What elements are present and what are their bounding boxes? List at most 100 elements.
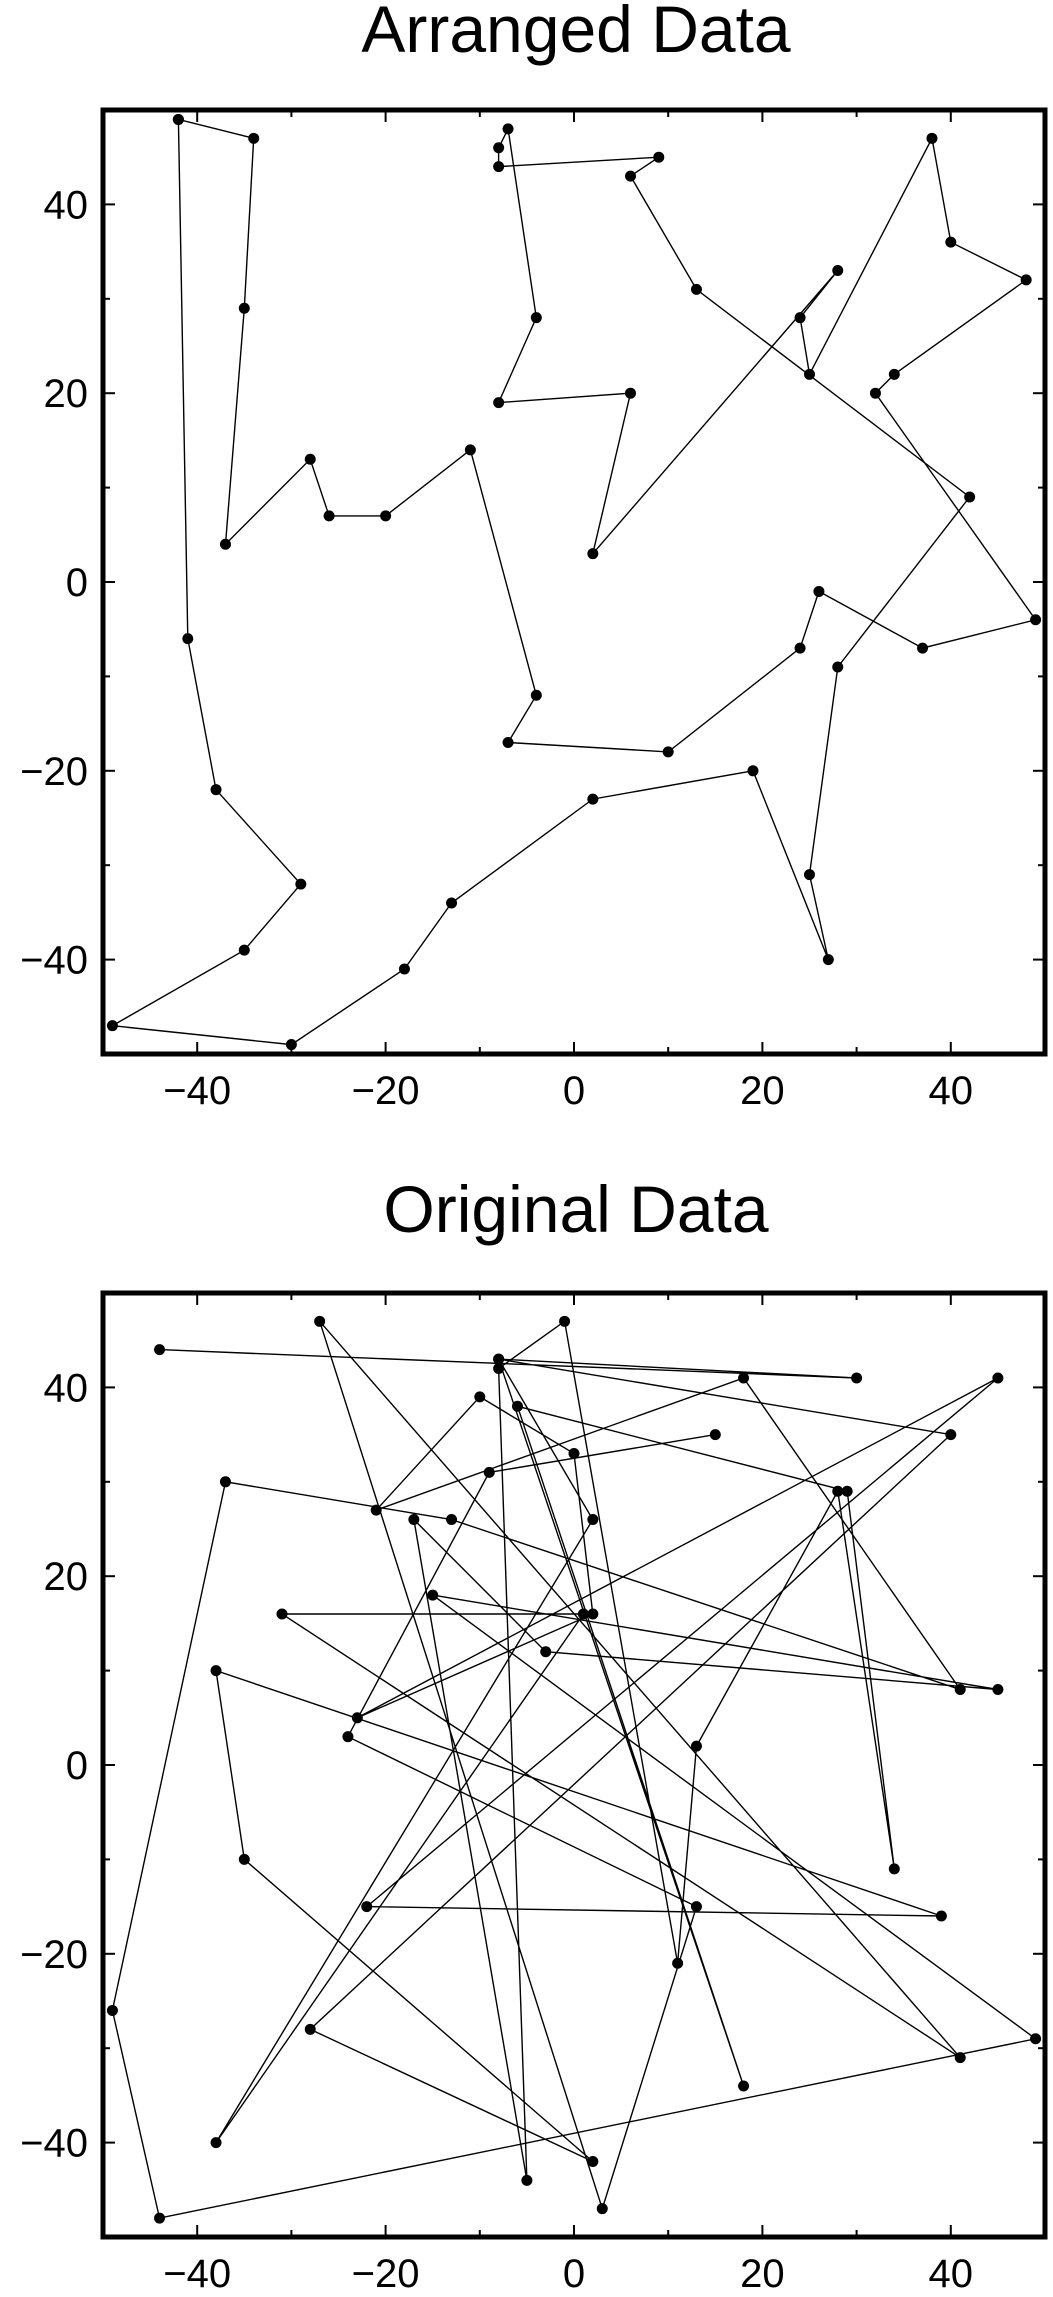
data-point bbox=[446, 897, 458, 909]
data-point bbox=[154, 2212, 166, 2224]
data-point bbox=[398, 963, 410, 975]
data-point bbox=[964, 491, 976, 503]
series-points bbox=[106, 113, 1042, 1051]
data-point bbox=[832, 264, 844, 276]
data-point bbox=[304, 453, 316, 465]
x-tick-label: 20 bbox=[740, 2252, 785, 2296]
data-point bbox=[587, 1608, 599, 1620]
x-tick-label: 20 bbox=[740, 1069, 785, 1113]
x-tick-label: −40 bbox=[163, 1069, 231, 1113]
tick-labels: −40 −20 0 20 40 −40 −20 0 20 40 bbox=[20, 1366, 973, 2296]
data-point bbox=[502, 736, 514, 748]
data-point bbox=[869, 387, 881, 399]
data-point bbox=[596, 2203, 608, 2215]
data-point bbox=[672, 1957, 684, 1969]
y-tick-label: −20 bbox=[20, 750, 88, 794]
y-tick-label: 20 bbox=[44, 1555, 89, 1599]
data-point bbox=[794, 642, 806, 654]
data-point bbox=[945, 236, 957, 248]
data-point bbox=[408, 1514, 420, 1526]
data-point bbox=[832, 1485, 844, 1497]
data-point bbox=[323, 510, 335, 522]
x-tick-label: 0 bbox=[563, 1069, 585, 1113]
y-tick-label: 40 bbox=[44, 183, 89, 227]
original-data-panel: Original Data −40 −20 0 20 40 −40 −20 0 20 40 bbox=[20, 1172, 1048, 2296]
data-point bbox=[992, 1372, 1004, 1384]
data-point bbox=[276, 1608, 288, 1620]
chart-title: Original Data bbox=[383, 1172, 768, 1246]
data-point bbox=[106, 1020, 118, 1032]
data-point bbox=[248, 132, 260, 144]
data-point bbox=[888, 368, 900, 380]
data-point bbox=[172, 113, 184, 125]
data-point bbox=[521, 2174, 533, 2186]
data-point bbox=[813, 585, 825, 597]
data-point bbox=[502, 123, 514, 135]
data-point bbox=[587, 793, 599, 805]
data-point bbox=[690, 1901, 702, 1913]
data-point bbox=[464, 444, 476, 456]
data-point bbox=[917, 642, 929, 654]
data-point bbox=[888, 1863, 900, 1875]
data-point bbox=[568, 1447, 580, 1459]
data-point bbox=[690, 283, 702, 295]
y-tick-label: −20 bbox=[20, 1933, 88, 1977]
data-point bbox=[493, 1353, 505, 1365]
data-point bbox=[238, 1853, 250, 1865]
chart-title: Arranged Data bbox=[361, 0, 791, 66]
y-tick-label: −40 bbox=[20, 2122, 88, 2166]
data-point bbox=[804, 368, 815, 380]
data-point bbox=[577, 1608, 589, 1620]
data-point bbox=[511, 1400, 523, 1412]
data-point bbox=[182, 633, 194, 645]
data-point bbox=[370, 1504, 382, 1516]
data-point bbox=[1020, 274, 1032, 286]
data-point bbox=[804, 869, 815, 881]
data-point bbox=[106, 2004, 118, 2016]
data-point bbox=[361, 1901, 373, 1913]
data-point bbox=[738, 1372, 750, 1384]
y-tick-label: 20 bbox=[44, 372, 89, 416]
data-point bbox=[540, 1646, 552, 1658]
data-point bbox=[653, 151, 665, 163]
data-point bbox=[992, 1683, 1004, 1695]
data-point bbox=[493, 142, 505, 154]
data-point bbox=[238, 302, 250, 314]
tick-labels: −40 −20 0 20 40 −40 −20 0 20 40 bbox=[20, 183, 973, 1113]
x-tick-label: 40 bbox=[929, 2252, 974, 2296]
data-point bbox=[295, 878, 307, 890]
data-point bbox=[935, 1910, 947, 1922]
data-point bbox=[662, 746, 674, 758]
y-tick-label: −40 bbox=[20, 939, 88, 983]
data-point bbox=[1030, 614, 1042, 626]
data-point bbox=[154, 1344, 166, 1356]
data-point bbox=[342, 1731, 354, 1743]
data-point bbox=[625, 170, 637, 182]
x-tick-label: 0 bbox=[563, 2252, 585, 2296]
data-point bbox=[738, 2080, 750, 2092]
data-point bbox=[690, 1740, 702, 1752]
y-tick-label: 0 bbox=[66, 561, 88, 605]
data-point bbox=[851, 1372, 863, 1384]
data-point bbox=[351, 1712, 363, 1724]
data-point bbox=[380, 510, 392, 522]
data-point bbox=[493, 397, 505, 409]
data-point bbox=[530, 312, 542, 324]
data-point bbox=[625, 387, 637, 399]
data-point bbox=[210, 1665, 222, 1677]
data-point bbox=[709, 1429, 721, 1441]
data-point bbox=[493, 1363, 505, 1375]
data-point bbox=[832, 661, 844, 673]
data-point bbox=[483, 1466, 495, 1478]
data-point bbox=[210, 784, 222, 796]
data-point bbox=[747, 765, 759, 777]
data-point bbox=[493, 161, 505, 173]
plot-frame bbox=[100, 107, 1048, 1057]
data-point bbox=[219, 538, 231, 550]
data-point bbox=[587, 2155, 599, 2167]
data-point bbox=[285, 1039, 297, 1051]
x-tick-label: −20 bbox=[352, 1069, 420, 1113]
y-tick-label: 40 bbox=[44, 1366, 89, 1410]
data-point bbox=[474, 1391, 486, 1403]
